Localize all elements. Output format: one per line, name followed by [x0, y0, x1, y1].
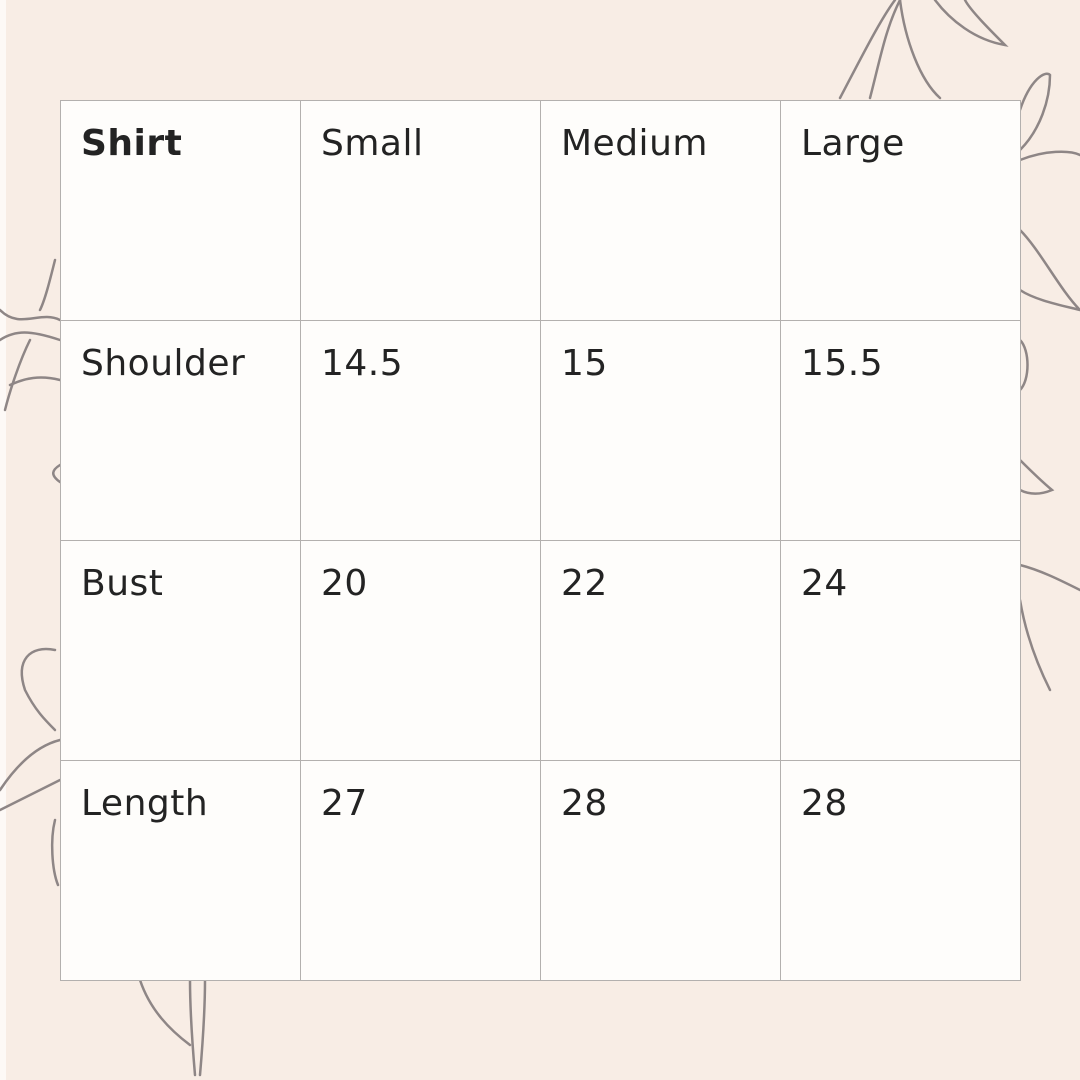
header-large: Large	[780, 100, 1021, 321]
cell-value: 15.5	[780, 320, 1021, 541]
cell-value: 20	[300, 540, 541, 761]
table-row: Bust 20 22 24	[60, 540, 1021, 761]
cell-value: 22	[540, 540, 781, 761]
table-header-row: Shirt Small Medium Large	[60, 100, 1021, 321]
row-label-bust: Bust	[60, 540, 301, 761]
left-edge-strip	[0, 0, 6, 1080]
table-row: Length 27 28 28	[60, 760, 1021, 981]
header-medium: Medium	[540, 100, 781, 321]
cell-value: 28	[780, 760, 1021, 981]
cell-value: 28	[540, 760, 781, 981]
row-label-shoulder: Shoulder	[60, 320, 301, 541]
size-chart-table: Shirt Small Medium Large Shoulder 14.5 1…	[60, 100, 1021, 981]
cell-value: 14.5	[300, 320, 541, 541]
row-label-length: Length	[60, 760, 301, 981]
cell-value: 27	[300, 760, 541, 981]
header-shirt: Shirt	[60, 100, 301, 321]
cell-value: 15	[540, 320, 781, 541]
cell-value: 24	[780, 540, 1021, 761]
header-small: Small	[300, 100, 541, 321]
table-row: Shoulder 14.5 15 15.5	[60, 320, 1021, 541]
